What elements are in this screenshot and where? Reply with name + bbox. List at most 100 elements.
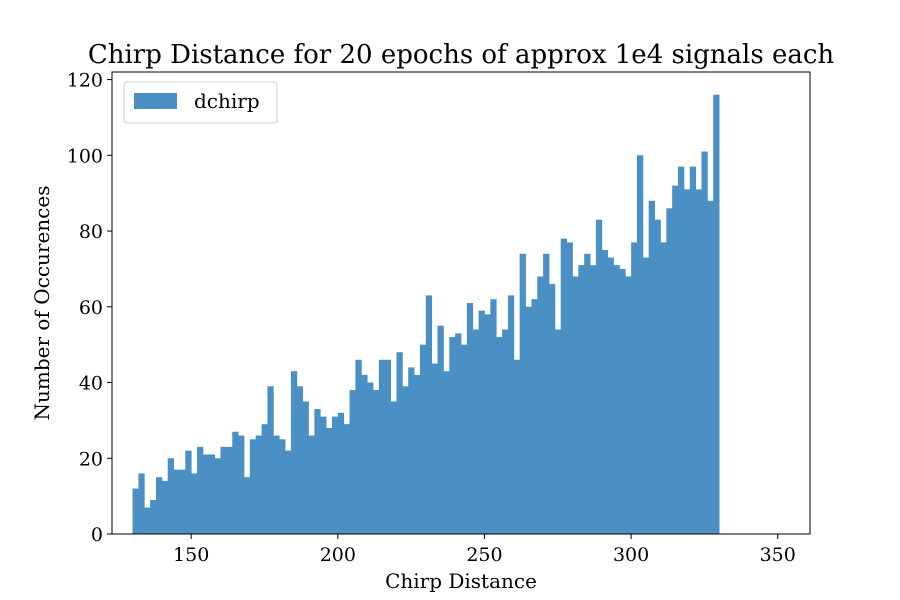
histogram-bar xyxy=(261,424,268,534)
histogram-bar xyxy=(355,359,362,534)
histogram-bar xyxy=(155,477,163,534)
histogram-bar xyxy=(554,329,562,534)
histogram-bar xyxy=(384,359,392,534)
histogram-bar xyxy=(220,446,227,534)
histogram-bar xyxy=(461,344,468,534)
histogram-bar xyxy=(419,344,427,534)
histogram-bar xyxy=(197,446,204,534)
legend: dchirp xyxy=(123,81,278,124)
histogram-bar xyxy=(285,450,292,534)
histogram-bar xyxy=(314,409,321,534)
legend-box xyxy=(123,81,278,124)
histogram-bar xyxy=(560,238,567,534)
histogram-bar xyxy=(713,94,720,534)
histogram-bar xyxy=(437,325,444,534)
y-tick-label: 80 xyxy=(79,221,103,243)
histogram-bar xyxy=(695,189,702,535)
histogram-bar xyxy=(466,303,474,534)
histogram-bar xyxy=(343,424,350,534)
histogram-bar xyxy=(349,390,356,534)
histogram-bar xyxy=(572,276,579,534)
histogram-bar xyxy=(660,242,667,534)
histogram-bar xyxy=(367,382,374,534)
chart-title: Chirp Distance for 20 epochs of approx 1… xyxy=(88,40,835,70)
histogram-bar xyxy=(255,435,262,534)
histogram-bar xyxy=(601,249,609,534)
histogram-bar xyxy=(249,439,257,534)
histogram-bar xyxy=(150,499,157,534)
histogram-bar xyxy=(548,284,556,534)
histogram-bar xyxy=(132,488,139,534)
histogram-bar xyxy=(613,265,620,534)
histogram-bar xyxy=(607,257,614,534)
histogram-bar xyxy=(279,439,286,534)
y-tick-label: 20 xyxy=(79,448,103,470)
histogram-bar xyxy=(455,333,462,534)
histogram-bar xyxy=(654,219,661,534)
y-tick-label: 0 xyxy=(91,524,103,546)
histogram-bar xyxy=(595,219,603,534)
histogram-bar xyxy=(513,359,521,534)
histogram-bar xyxy=(590,265,597,534)
histogram-bar xyxy=(537,276,544,534)
histogram-bar xyxy=(683,189,691,535)
histogram-bar xyxy=(478,310,485,534)
histogram-bar xyxy=(390,401,397,534)
histogram-bar xyxy=(138,473,145,534)
histogram-bar xyxy=(519,253,526,534)
histogram-bar xyxy=(232,431,239,534)
histogram-bar xyxy=(502,329,509,534)
histogram-bar xyxy=(414,374,421,534)
histogram-bar xyxy=(161,480,169,534)
histogram-bar xyxy=(296,386,304,534)
histogram-bar xyxy=(144,507,151,534)
histogram-bar xyxy=(425,295,433,534)
histogram-bar xyxy=(402,386,409,534)
y-tick-label: 40 xyxy=(79,373,103,395)
histogram-bar xyxy=(320,416,327,534)
histogram-bar xyxy=(507,295,515,534)
histogram-bar xyxy=(484,314,491,534)
histogram-bar xyxy=(208,454,216,534)
histogram-bar xyxy=(525,306,532,534)
histogram-bar xyxy=(490,299,497,534)
y-axis-label: Number of Occurences xyxy=(30,186,54,421)
histogram-bar xyxy=(243,477,251,534)
histogram-bar xyxy=(707,200,714,535)
x-tick-label: 200 xyxy=(320,544,356,566)
histogram-bar xyxy=(361,374,368,534)
histogram-bar xyxy=(179,469,186,534)
histogram-bar xyxy=(584,253,591,534)
x-tick-label: 350 xyxy=(760,544,796,566)
histogram-bar xyxy=(290,371,298,534)
x-axis-label: Chirp Distance xyxy=(385,569,537,593)
histogram-bar xyxy=(331,416,339,534)
histogram-bar xyxy=(202,454,210,534)
histogram-bar xyxy=(431,363,438,534)
histogram-bar xyxy=(543,253,550,534)
histogram-bar xyxy=(578,265,585,534)
histogram-bar xyxy=(496,337,503,534)
histogram-bar xyxy=(636,155,644,535)
histogram-bar xyxy=(443,371,450,534)
histogram-bar xyxy=(689,166,697,535)
histogram-bar xyxy=(531,299,538,534)
histogram-bar xyxy=(678,166,685,535)
y-tick-label: 60 xyxy=(79,297,103,319)
histogram-bar xyxy=(226,446,233,534)
histogram-bar xyxy=(648,200,655,535)
histogram-bar xyxy=(566,242,573,534)
histogram-bar xyxy=(672,185,679,534)
histogram-bar xyxy=(267,386,274,534)
histogram-bar xyxy=(337,412,345,534)
y-tick-label: 100 xyxy=(67,145,103,167)
legend-swatch xyxy=(134,93,177,109)
x-tick-label: 150 xyxy=(173,544,209,566)
histogram-bar xyxy=(185,450,192,534)
histogram-bar xyxy=(302,401,309,534)
histogram-bar xyxy=(408,367,415,534)
histogram-bar xyxy=(308,435,315,534)
histogram-bar xyxy=(191,473,198,534)
histogram-bar xyxy=(167,458,174,534)
histogram-bar xyxy=(396,352,403,534)
